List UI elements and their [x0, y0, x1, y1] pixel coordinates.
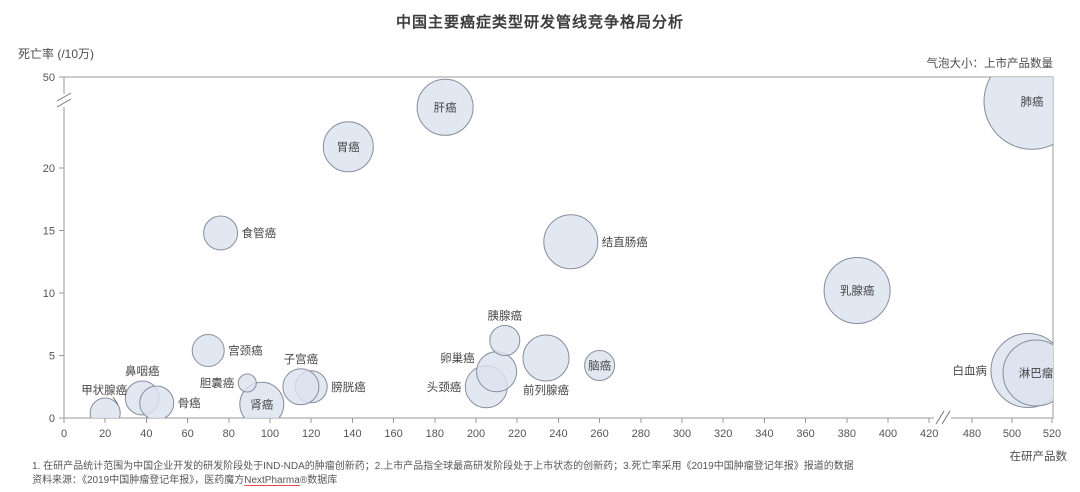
- bubble-label-cervical: 宫颈癌: [228, 344, 263, 358]
- x-tick-label: 320: [714, 428, 732, 440]
- x-tick-label: 220: [508, 428, 526, 440]
- bubble-label-liver: 肝癌: [434, 100, 457, 114]
- bubble-size-legend: 气泡大小：上市产品数量: [926, 58, 1054, 70]
- x-tick-label: 260: [590, 428, 608, 440]
- bubble-label-brain: 脑癌: [588, 359, 611, 373]
- x-tick-label: 400: [879, 428, 897, 440]
- source-prefix: 资料来源：《2019中国肿瘤登记年报》，医药魔方: [32, 475, 245, 486]
- x-tick-label: 200: [467, 428, 485, 440]
- bubble-thyroid: [89, 397, 121, 418]
- x-tick-label: 380: [838, 428, 856, 440]
- y-tick-label: 15: [43, 226, 55, 238]
- y-tick-label: 20: [43, 163, 55, 175]
- footnote-source: 资料来源：《2019中国肿瘤登记年报》，医药魔方NextPharma®数据库: [32, 471, 337, 486]
- x-tick-label: 80: [223, 428, 235, 440]
- bubble-label-stomach: 胃癌: [337, 140, 360, 154]
- x-tick-label: 340: [755, 428, 773, 440]
- bubble-label-breast: 乳腺癌: [840, 284, 875, 298]
- bubble-prostate: [522, 334, 570, 382]
- bubble-breast: [823, 257, 891, 324]
- bubble-stomach: [322, 121, 374, 173]
- bubble-label-lymphoma: 淋巴瘤: [1019, 366, 1054, 380]
- bubble-label-gallbladder: 胆囊癌: [200, 376, 235, 390]
- y-axis-break-mark: [56, 92, 72, 102]
- bubble-uterine: [282, 368, 320, 406]
- bubble-cervical: [191, 334, 225, 367]
- source-suffix: ®数据库: [299, 475, 338, 486]
- y-axis-title: 死亡率 (/10万): [18, 47, 95, 61]
- bubble-ovarian: [476, 351, 518, 393]
- bubble-label-leukemia: 白血病: [953, 364, 988, 378]
- bubble-liver: [416, 78, 474, 136]
- bubble-label-bladder: 膀胱癌: [331, 380, 366, 394]
- y-tick-label: 50: [43, 72, 55, 84]
- y-axis-break-gap: [57, 94, 71, 107]
- bubble-label-bone: 骨癌: [178, 396, 201, 410]
- bubble-brain: [584, 350, 616, 381]
- bubble-label-ovarian: 卵巢癌: [440, 351, 475, 365]
- bubble-pancreatic: [489, 325, 521, 356]
- x-tick-label: 420: [920, 428, 938, 440]
- x-axis-break-mark: [941, 410, 951, 425]
- bubble-colorectal: [543, 214, 599, 270]
- x-tick-label: 240: [549, 428, 567, 440]
- y-tick-label: 0: [49, 413, 55, 425]
- bubble-lung: [983, 77, 1053, 150]
- x-tick-label: 40: [140, 428, 152, 440]
- x-tick-label: 20: [99, 428, 111, 440]
- x-tick-label: 180: [426, 428, 444, 440]
- bubble-gallbladder: [237, 373, 257, 393]
- bubble-label-head-neck: 头颈癌: [427, 380, 462, 394]
- bubble-bone: [139, 385, 175, 418]
- bubble-label-prostate: 前列腺癌: [523, 383, 569, 397]
- footnote-notes: 1. 在研产品统计范围为中国企业开发的研发阶段处于IND-NDA的肿瘤创新药；2…: [32, 461, 854, 472]
- x-axis-title: 在研产品数: [1009, 451, 1068, 463]
- x-tick-label: 520: [1043, 428, 1061, 440]
- chart-title: 中国主要癌症类型研发管线竞争格局分析: [395, 14, 684, 31]
- y-axis-break-mark: [56, 98, 72, 108]
- x-tick-label: 140: [343, 428, 361, 440]
- bubble-label-thyroid: 甲状腺癌: [81, 383, 127, 397]
- x-tick-label: 360: [796, 428, 814, 440]
- label-leader-thyroid: [112, 396, 119, 406]
- x-tick-label: 120: [302, 428, 320, 440]
- x-axis-break-mark: [935, 410, 945, 425]
- x-tick-label: 100: [261, 428, 279, 440]
- bubble-lymphoma: [1002, 339, 1053, 407]
- x-tick-label: 160: [384, 428, 402, 440]
- x-tick-label: 500: [1003, 428, 1021, 440]
- y-tick-label: 5: [49, 351, 55, 363]
- bubble-label-lung: 肺癌: [1021, 94, 1044, 108]
- x-tick-label: 300: [673, 428, 691, 440]
- y-tick-label: 10: [43, 288, 55, 300]
- x-tick-label: 0: [61, 428, 67, 440]
- x-tick-label: 60: [181, 428, 193, 440]
- bubble-esophageal: [203, 215, 239, 251]
- bubble-label-pancreatic: 胰腺癌: [488, 309, 523, 323]
- bubble-label-nasopharyngeal: 鼻咽癌: [125, 364, 160, 378]
- x-tick-label: 480: [963, 428, 981, 440]
- source-brand-nextpharma: NextPharma: [244, 475, 300, 486]
- bubble-label-colorectal: 结直肠癌: [602, 235, 648, 249]
- bubble-label-uterine: 子宫癌: [284, 352, 319, 366]
- bubble-label-kidney: 肾癌: [250, 397, 273, 411]
- bubble-label-esophageal: 食管癌: [242, 226, 277, 240]
- x-tick-label: 280: [632, 428, 650, 440]
